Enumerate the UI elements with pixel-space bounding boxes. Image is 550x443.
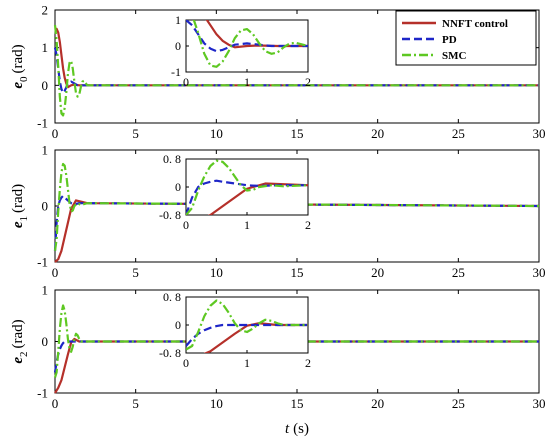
x-tick-label: 20	[371, 396, 384, 411]
legend-label: PD	[442, 34, 457, 46]
series-line-pd-inset	[186, 20, 308, 53]
y-axis-unit: (rad)	[10, 44, 26, 73]
y-axis-label: e0 (rad)	[10, 44, 30, 88]
inset-x-tick-label: 0	[183, 218, 189, 232]
y-axis-symbol: e	[10, 357, 26, 364]
y-tick-label: 1	[42, 40, 49, 55]
x-tick-label: 15	[291, 265, 304, 280]
inset-axes: 0 1 2-0. 800. 8	[159, 152, 311, 232]
x-tick-label: 30	[533, 265, 546, 280]
inset-y-tick-label: -0. 8	[159, 346, 181, 360]
series-line-nnft-control	[55, 27, 539, 89]
y-axis-symbol: e	[10, 221, 26, 228]
inset-axes: 0 1 2-101	[171, 13, 311, 89]
series-line-smc	[53, 304, 539, 378]
inset-y-tick-label: 0. 8	[163, 152, 181, 166]
x-tick-label: 20	[371, 126, 384, 141]
y-axis-label: e2 (rad)	[10, 319, 30, 363]
x-tick-label: 10	[210, 265, 223, 280]
y-tick-label: -1	[37, 116, 48, 131]
inset-y-tick-label: 0	[175, 39, 181, 53]
x-tick-label: 10	[210, 396, 223, 411]
legend: NNFT control PD SMC	[395, 10, 537, 66]
inset-y-tick-label: 1	[175, 13, 181, 27]
inset-frame	[185, 158, 309, 216]
x-tick-label: 25	[452, 396, 465, 411]
series-line-nnft-control	[54, 199, 540, 263]
y-axis-symbol: e	[10, 82, 26, 89]
y-tick-label: 1	[42, 143, 49, 158]
x-tick-label: 15	[291, 126, 304, 141]
x-axis-label: t (s)	[285, 421, 309, 437]
x-tick-label: 20	[371, 265, 384, 280]
x-tick-label: 0	[52, 126, 59, 141]
inset-x-tick-label: 1	[244, 218, 250, 232]
series-line-smc-inset	[186, 159, 308, 215]
y-axis-unit: (rad)	[10, 184, 26, 213]
x-tick-label: 25	[452, 126, 465, 141]
inset-y-tick-label: 0	[175, 318, 181, 332]
y-tick-label: 2	[42, 3, 49, 18]
y-axis-subscript: 0	[18, 76, 30, 82]
x-tick-label: 10	[210, 126, 223, 141]
inset-series	[186, 20, 308, 68]
y-tick-label: -1	[37, 255, 48, 270]
series-line-smc-inset	[192, 20, 308, 68]
legend-label: NNFT control	[442, 18, 508, 30]
inset-x-tick-label: 0	[183, 75, 189, 89]
y-tick-label: 0	[42, 334, 49, 349]
inset-axes: 0 1 2-0. 800. 8	[159, 290, 311, 370]
inset-x-tick-label: 2	[305, 75, 311, 89]
inset-x-tick-label: 2	[305, 356, 311, 370]
y-axis-subscript: 2	[18, 351, 30, 357]
x-tick-label: 15	[291, 396, 304, 411]
legend-label: SMC	[442, 50, 467, 62]
inset-y-tick-label: 0	[175, 180, 181, 194]
x-tick-label: 0	[52, 265, 59, 280]
inset-y-tick-label: 0. 8	[163, 290, 181, 304]
y-tick-label: 1	[42, 283, 49, 298]
y-axis-subscript: 1	[18, 216, 30, 222]
y-axis-label: e1 (rad)	[10, 184, 30, 228]
inset-series	[186, 159, 308, 215]
x-tick-label: 5	[132, 126, 139, 141]
inset-x-tick-label: 1	[244, 75, 250, 89]
x-tick-label: 0	[52, 396, 59, 411]
x-tick-label: 30	[533, 126, 546, 141]
x-tick-label: 30	[533, 396, 546, 411]
inset-x-tick-label: 2	[305, 218, 311, 232]
y-tick-label: 0	[42, 78, 49, 93]
x-tick-label: 5	[132, 265, 139, 280]
y-tick-label: 0	[42, 199, 49, 214]
inset-x-tick-label: 1	[244, 356, 250, 370]
x-axis-symbol: t	[285, 421, 290, 437]
series-line-smc	[53, 162, 540, 251]
x-axis-unit: (s)	[293, 421, 309, 437]
series-line-smc-inset	[186, 299, 308, 351]
inset-y-tick-label: -1	[171, 65, 181, 79]
x-tick-label: 5	[132, 396, 139, 411]
inset-y-tick-label: -0. 8	[159, 208, 181, 222]
y-tick-label: -1	[37, 386, 48, 401]
y-axis-unit: (rad)	[10, 319, 26, 348]
x-tick-label: 25	[452, 265, 465, 280]
inset-series	[186, 299, 308, 353]
inset-x-tick-label: 0	[183, 356, 189, 370]
